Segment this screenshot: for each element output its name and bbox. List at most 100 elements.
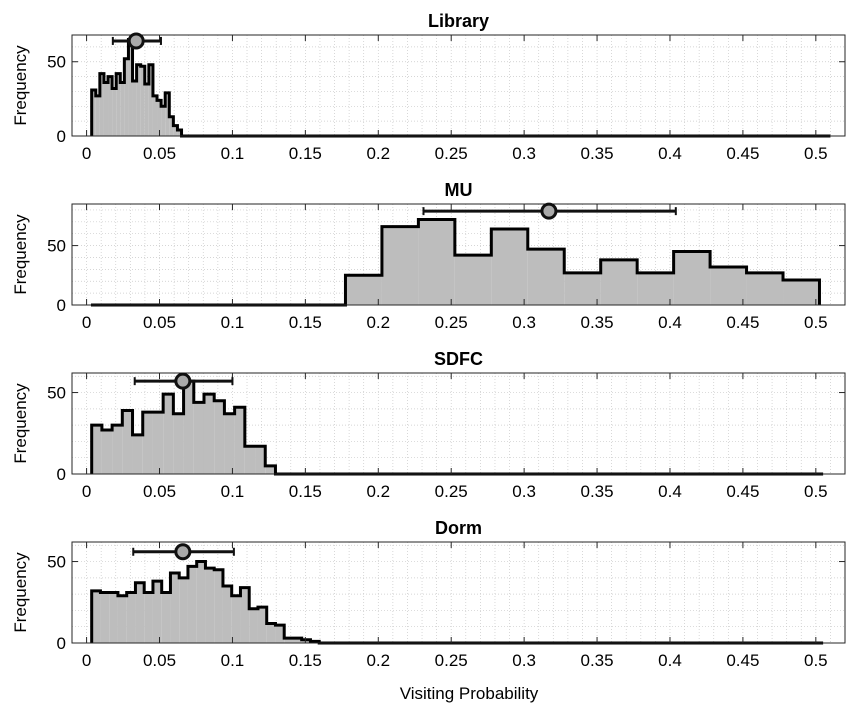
- x-tick-label: 0.45: [726, 482, 759, 501]
- histogram-bar: [161, 592, 171, 643]
- x-tick-label: 0.45: [726, 313, 759, 332]
- axes-box: [71, 34, 846, 137]
- histogram-bar: [122, 410, 133, 474]
- x-tick-label: 0.45: [726, 144, 759, 163]
- x-tick-label: 0.35: [581, 313, 614, 332]
- histogram-bar: [157, 100, 162, 136]
- panels: 0 0.05 0.1 0.15 0.2 0.25 0.3 0.35 0.4 0.45 0.5 0 50 F…: [11, 11, 846, 670]
- x-tick-label: 0: [82, 144, 91, 163]
- histogram-bar: [136, 64, 141, 136]
- mean-marker: [540, 202, 558, 220]
- histogram-bar: [214, 569, 223, 643]
- histogram-bar: [173, 413, 184, 474]
- histogram-bar: [109, 592, 118, 643]
- histogram-bar: [152, 95, 158, 136]
- x-tick-label: 0.5: [804, 144, 828, 163]
- histogram-bar: [193, 402, 204, 474]
- histogram-bars: [91, 561, 320, 643]
- x-tick-label: 0.05: [143, 313, 176, 332]
- y-axis-label: Frequency: [11, 45, 30, 126]
- histogram-bar: [108, 76, 113, 136]
- x-tick-label: 0.3: [512, 651, 536, 670]
- histogram-bar: [673, 251, 711, 305]
- histogram-bar: [214, 400, 225, 474]
- x-tick-label: 0.5: [804, 482, 828, 501]
- histogram-bar: [244, 446, 256, 474]
- histogram-bar: [454, 255, 492, 305]
- histogram-bar: [381, 226, 419, 305]
- y-tick-label: 50: [47, 53, 66, 72]
- histogram-bar: [255, 446, 266, 474]
- x-tick-label: 0.4: [658, 651, 682, 670]
- panel-title: SDFC: [434, 349, 483, 369]
- panel-dorm: 0 0.05 0.1 0.15 0.2 0.25 0.3 0.35 0.4 0.45 0.5 0 50 F…: [11, 518, 846, 670]
- x-tick-label: 0.3: [512, 144, 536, 163]
- x-tick-label: 0.25: [435, 651, 468, 670]
- histogram-bars: [91, 381, 276, 474]
- histogram-bar: [203, 394, 215, 474]
- histogram-bar: [301, 639, 311, 643]
- x-tick-label: 0.2: [366, 313, 390, 332]
- histogram-bar: [120, 82, 125, 136]
- panel-title: Library: [428, 11, 489, 31]
- panel-title: Dorm: [435, 518, 482, 538]
- histogram-bar: [187, 566, 197, 643]
- histogram-bar: [234, 407, 245, 474]
- histogram-bar: [142, 412, 153, 474]
- x-tick-label: 0.45: [726, 651, 759, 670]
- y-tick-label: 0: [57, 296, 66, 315]
- x-tick-label: 0: [82, 313, 91, 332]
- mean-marker: [174, 372, 192, 390]
- histogram-bar: [91, 89, 96, 136]
- x-tick-label: 0.3: [512, 482, 536, 501]
- histogram-bar: [249, 608, 258, 643]
- x-tick-label: 0.2: [366, 651, 390, 670]
- histogram-bar: [275, 625, 285, 643]
- histogram-bar: [165, 92, 170, 136]
- histogram-bar: [205, 568, 215, 643]
- histogram-bar: [284, 638, 293, 643]
- histogram-bars: [91, 39, 182, 136]
- y-axis-label: Frequency: [11, 214, 30, 295]
- mean-marker: [174, 543, 192, 561]
- y-axis-label: Frequency: [11, 552, 30, 633]
- x-tick-label: 0: [82, 651, 91, 670]
- y-axis-label: Frequency: [11, 383, 30, 464]
- axes-box: [71, 541, 846, 644]
- histogram-bar: [132, 81, 137, 136]
- histogram-bar: [140, 66, 145, 136]
- x-tick-label: 0.25: [435, 144, 468, 163]
- histogram-bar: [240, 587, 250, 643]
- x-tick-label: 0.5: [804, 313, 828, 332]
- x-tick-label: 0.3: [512, 313, 536, 332]
- histogram-bar: [124, 58, 129, 136]
- mean-marker: [127, 32, 145, 50]
- x-tick-label: 0.2: [366, 144, 390, 163]
- histogram-bar: [126, 592, 136, 643]
- histogram-bar: [527, 249, 565, 305]
- histogram-bar: [173, 125, 178, 136]
- histogram-bar: [132, 434, 143, 474]
- y-tick-label: 0: [57, 465, 66, 484]
- x-tick-label: 0.15: [289, 313, 322, 332]
- y-tick-label: 50: [47, 553, 66, 572]
- histogram-bar: [231, 595, 241, 643]
- histogram-bar: [345, 275, 382, 305]
- x-tick-label: 0.05: [143, 482, 176, 501]
- histogram-bar: [266, 623, 276, 643]
- x-tick-label: 0.35: [581, 651, 614, 670]
- histogram-outline: [90, 217, 821, 307]
- grid: [72, 35, 846, 136]
- histogram-bar: [91, 590, 101, 643]
- histogram-bars: [345, 219, 820, 305]
- y-tick-label: 0: [57, 127, 66, 146]
- x-tick-label: 0.25: [435, 482, 468, 501]
- x-tick-label: 0.5: [804, 651, 828, 670]
- histogram-bar: [600, 259, 638, 305]
- histogram-bar: [637, 272, 674, 305]
- panel-title: MU: [445, 180, 473, 200]
- histogram-bar: [491, 228, 528, 305]
- histogram-bar: [101, 430, 113, 474]
- histogram-bar: [152, 412, 164, 474]
